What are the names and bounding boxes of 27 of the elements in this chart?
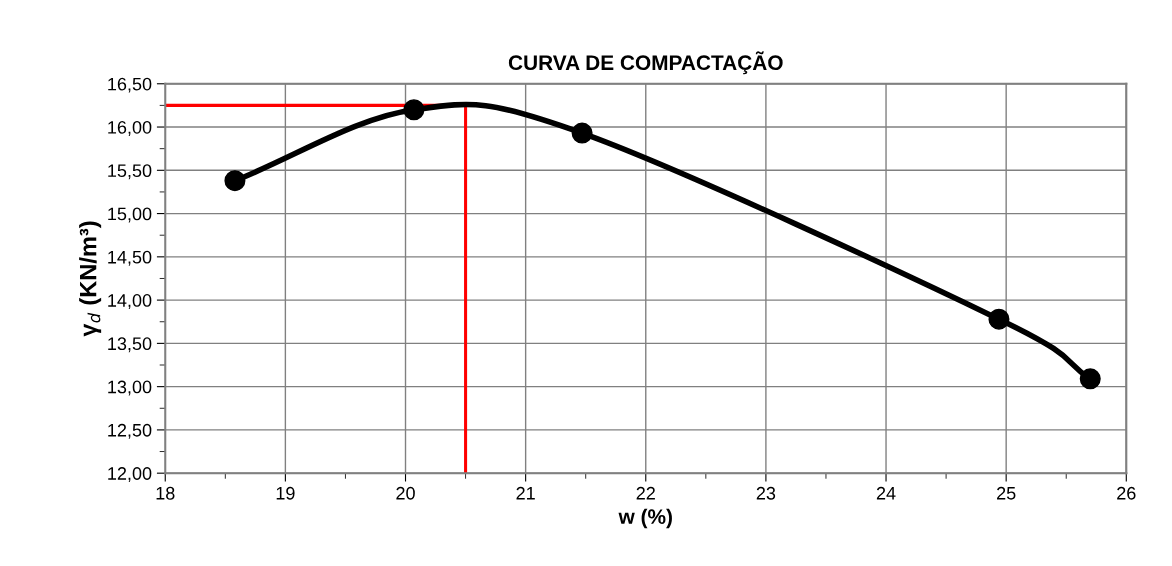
x-tick-label: 23 [756, 486, 776, 500]
x-tick-label: 25 [997, 486, 1016, 500]
point [224, 170, 246, 192]
x-axis-title: w (%) [618, 508, 672, 529]
chart-title: CURVA DE COMPACTAÇÃO [508, 51, 783, 75]
x-tick-label: 22 [636, 486, 655, 500]
point [571, 122, 593, 144]
point [403, 99, 425, 121]
y-tick-label: 12,00 [108, 467, 152, 483]
y-tick-label: 12,50 [108, 423, 152, 439]
y-tick-label: 13,00 [108, 380, 152, 396]
point [1079, 368, 1101, 390]
y-tick-label: 15,00 [108, 207, 152, 223]
x-tick-label: 19 [276, 486, 295, 500]
y-tick-label: 16,50 [108, 77, 152, 93]
x-tick-label: 21 [516, 486, 535, 500]
y-tick-label: 15,50 [108, 164, 152, 180]
x-tick-label: 26 [1117, 486, 1136, 500]
point [988, 308, 1010, 330]
y-tick-label: 14,50 [108, 250, 152, 266]
x-tick-label: 18 [156, 486, 175, 500]
y-tick-label: 16,00 [108, 120, 152, 136]
y-tick-label: 14,00 [108, 294, 152, 309]
y-axis-title: γ$_{d}$ (KN/m³) [79, 221, 102, 337]
x-tick-label: 24 [876, 486, 896, 500]
x-tick-label: 20 [396, 486, 415, 500]
y-tick-label: 13,50 [108, 337, 152, 353]
